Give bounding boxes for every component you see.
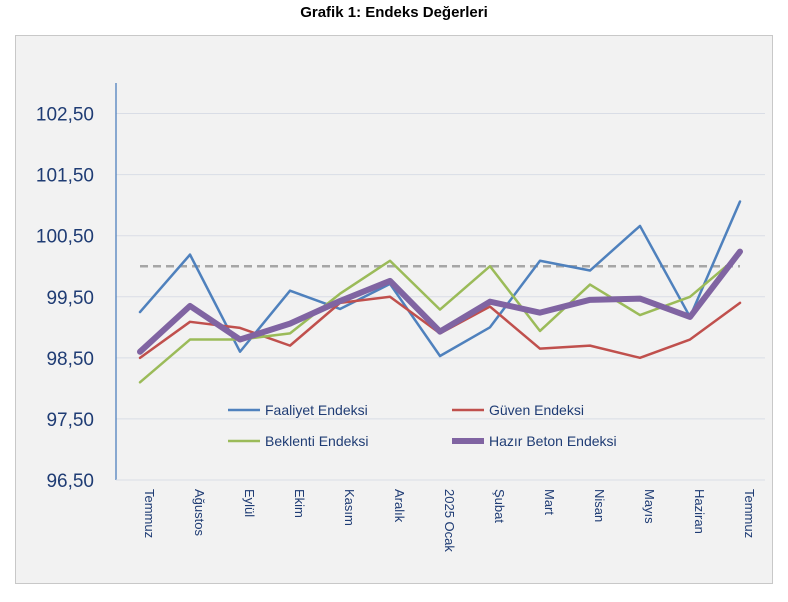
x-tick-label: Aralık xyxy=(392,489,407,523)
legend-label: Güven Endeksi xyxy=(489,402,584,418)
series-line-4 xyxy=(137,248,743,355)
y-tick-label: 100,50 xyxy=(36,227,94,248)
x-tick-label: Mayıs xyxy=(642,489,657,524)
y-tick-label: 99,50 xyxy=(46,288,94,309)
x-tick-label: Haziran xyxy=(692,489,707,534)
x-tick-label: Ağustos xyxy=(192,489,207,536)
x-tick-label: Nisan xyxy=(592,489,607,522)
x-tick-label: Şubat xyxy=(492,489,507,523)
series-line-2 xyxy=(138,295,742,360)
y-tick-label: 102,50 xyxy=(36,105,94,126)
x-tick-label: 2025 Ocak xyxy=(442,489,457,552)
x-tick-label: Temmuz xyxy=(142,489,157,538)
series-line-3 xyxy=(138,253,742,384)
series-line-1 xyxy=(138,200,742,358)
legend-label: Beklenti Endeksi xyxy=(265,433,369,449)
x-tick-label: Ekim xyxy=(292,489,307,518)
x-tick-label: Kasım xyxy=(342,489,357,526)
x-tick-label: Temmuz xyxy=(742,489,757,538)
y-tick-label: 96,50 xyxy=(46,471,94,492)
x-tick-label: Eylül xyxy=(242,489,257,517)
y-tick-label: 98,50 xyxy=(46,349,94,370)
y-tick-label: 101,50 xyxy=(36,166,94,187)
chart-title: Grafik 1: Endeks Değerleri xyxy=(300,4,488,21)
legend-label: Faaliyet Endeksi xyxy=(265,402,368,418)
legend-label: Hazır Beton Endeksi xyxy=(489,433,617,449)
x-tick-label: Mart xyxy=(542,489,557,515)
y-tick-label: 97,50 xyxy=(46,410,94,431)
